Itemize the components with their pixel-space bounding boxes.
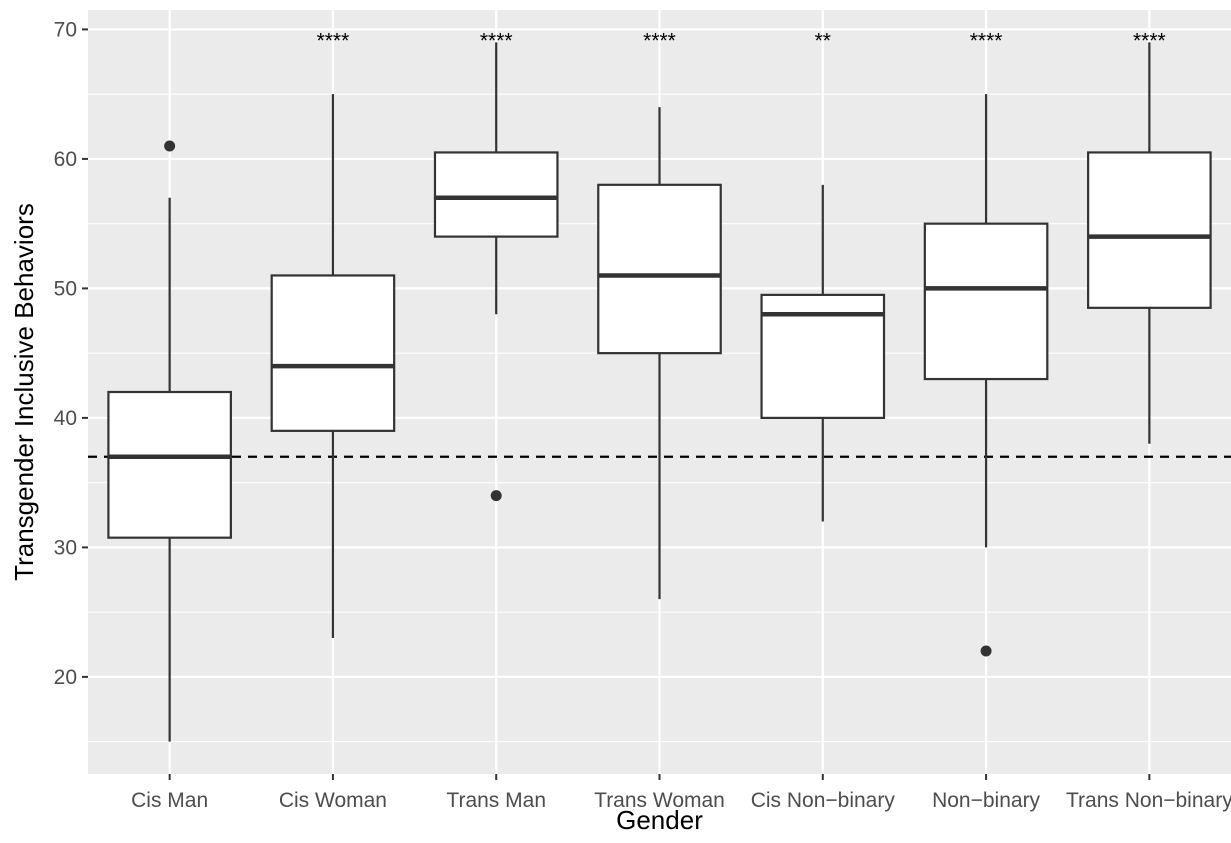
significance-labels: **** **** **** ** **** **** <box>317 29 1166 52</box>
x-tick-label: Non−binary <box>932 789 1040 812</box>
y-tick-label: 60 <box>54 148 77 171</box>
boxes-layer <box>107 42 1212 742</box>
y-tick-label: 50 <box>54 277 77 300</box>
x-tick-label: Cis Man <box>131 789 208 812</box>
y-axis-title: Transgender Inclusive Behaviors <box>9 203 39 581</box>
y-tick-label: 30 <box>54 536 77 559</box>
significance-label: **** <box>1133 29 1166 52</box>
box-4 <box>760 184 886 522</box>
x-axis-title: Gender <box>616 805 703 835</box>
x-tick-label: Cis Non−binary <box>751 789 896 812</box>
box-iqr <box>433 151 559 238</box>
y-tick-label: 20 <box>54 666 77 689</box>
box-iqr <box>597 183 722 355</box>
outlier-point <box>164 140 176 152</box>
box-iqr <box>923 222 1049 381</box>
box-iqr <box>1087 151 1212 309</box>
significance-label: **** <box>643 29 676 52</box>
outlier-point <box>490 490 502 502</box>
axes: 20 30 40 50 60 70 Cis Man Cis Woman Trans Man Tra… <box>54 18 1231 812</box>
box-iqr <box>107 390 232 539</box>
box-3 <box>597 107 722 600</box>
significance-label: **** <box>970 29 1003 52</box>
box-5 <box>923 94 1049 657</box>
box-0 <box>107 140 232 742</box>
x-tick-label: Cis Woman <box>279 789 387 812</box>
significance-label: **** <box>480 29 513 52</box>
x-tick-label: Trans Man <box>446 789 546 812</box>
box-iqr <box>270 274 396 432</box>
y-tick-label: 70 <box>54 18 77 41</box>
box-1 <box>270 94 396 639</box>
x-tick-label: Trans Non−binary <box>1066 789 1231 812</box>
box-6 <box>1087 42 1212 444</box>
box-2 <box>433 42 559 502</box>
significance-label: ** <box>815 29 831 52</box>
x-tick-label: Trans Woman <box>594 789 725 812</box>
y-tick-label: 40 <box>54 407 77 430</box>
outlier-point <box>980 645 992 657</box>
significance-label: **** <box>317 29 350 52</box>
